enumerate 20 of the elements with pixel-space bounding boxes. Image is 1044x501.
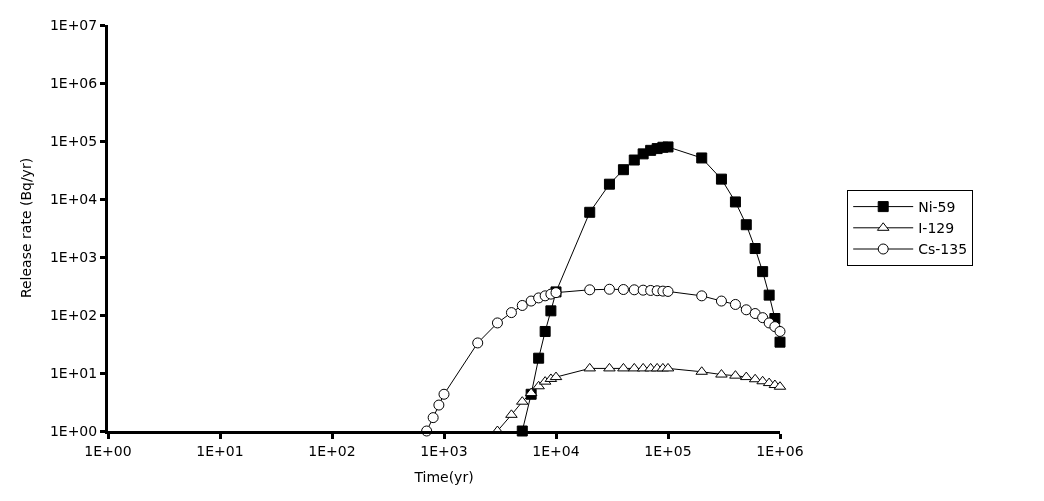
y-tick-label: 1E+07 [49, 16, 98, 33]
y-tick-label: 1E+06 [49, 74, 98, 91]
legend-label: Ni-59 [918, 199, 956, 216]
y-tick-label: 1E+01 [49, 364, 98, 381]
legend-label: I-129 [918, 220, 955, 237]
y-tick-label: 1E+04 [49, 190, 98, 207]
x-tick-label: 1E+02 [308, 442, 356, 459]
x-tick-label: 1E+01 [196, 442, 244, 459]
y-tick-label: 1E+05 [49, 132, 98, 149]
x-tick-label: 1E+00 [84, 442, 132, 459]
legend-label: Cs-135 [918, 241, 968, 258]
x-axis-title: Time(yr) [413, 469, 474, 486]
x-tick-label: 1E+05 [644, 442, 692, 459]
y-tick-label: 1E+03 [49, 248, 98, 265]
y-axis-title: Release rate (Bq/yr) [18, 157, 35, 299]
x-tick-label: 1E+03 [420, 442, 468, 459]
x-tick-label: 1E+06 [756, 442, 804, 459]
y-tick-label: 1E+02 [49, 306, 98, 323]
y-tick-label: 1E+00 [49, 422, 98, 439]
x-tick-label: 1E+04 [532, 442, 580, 459]
